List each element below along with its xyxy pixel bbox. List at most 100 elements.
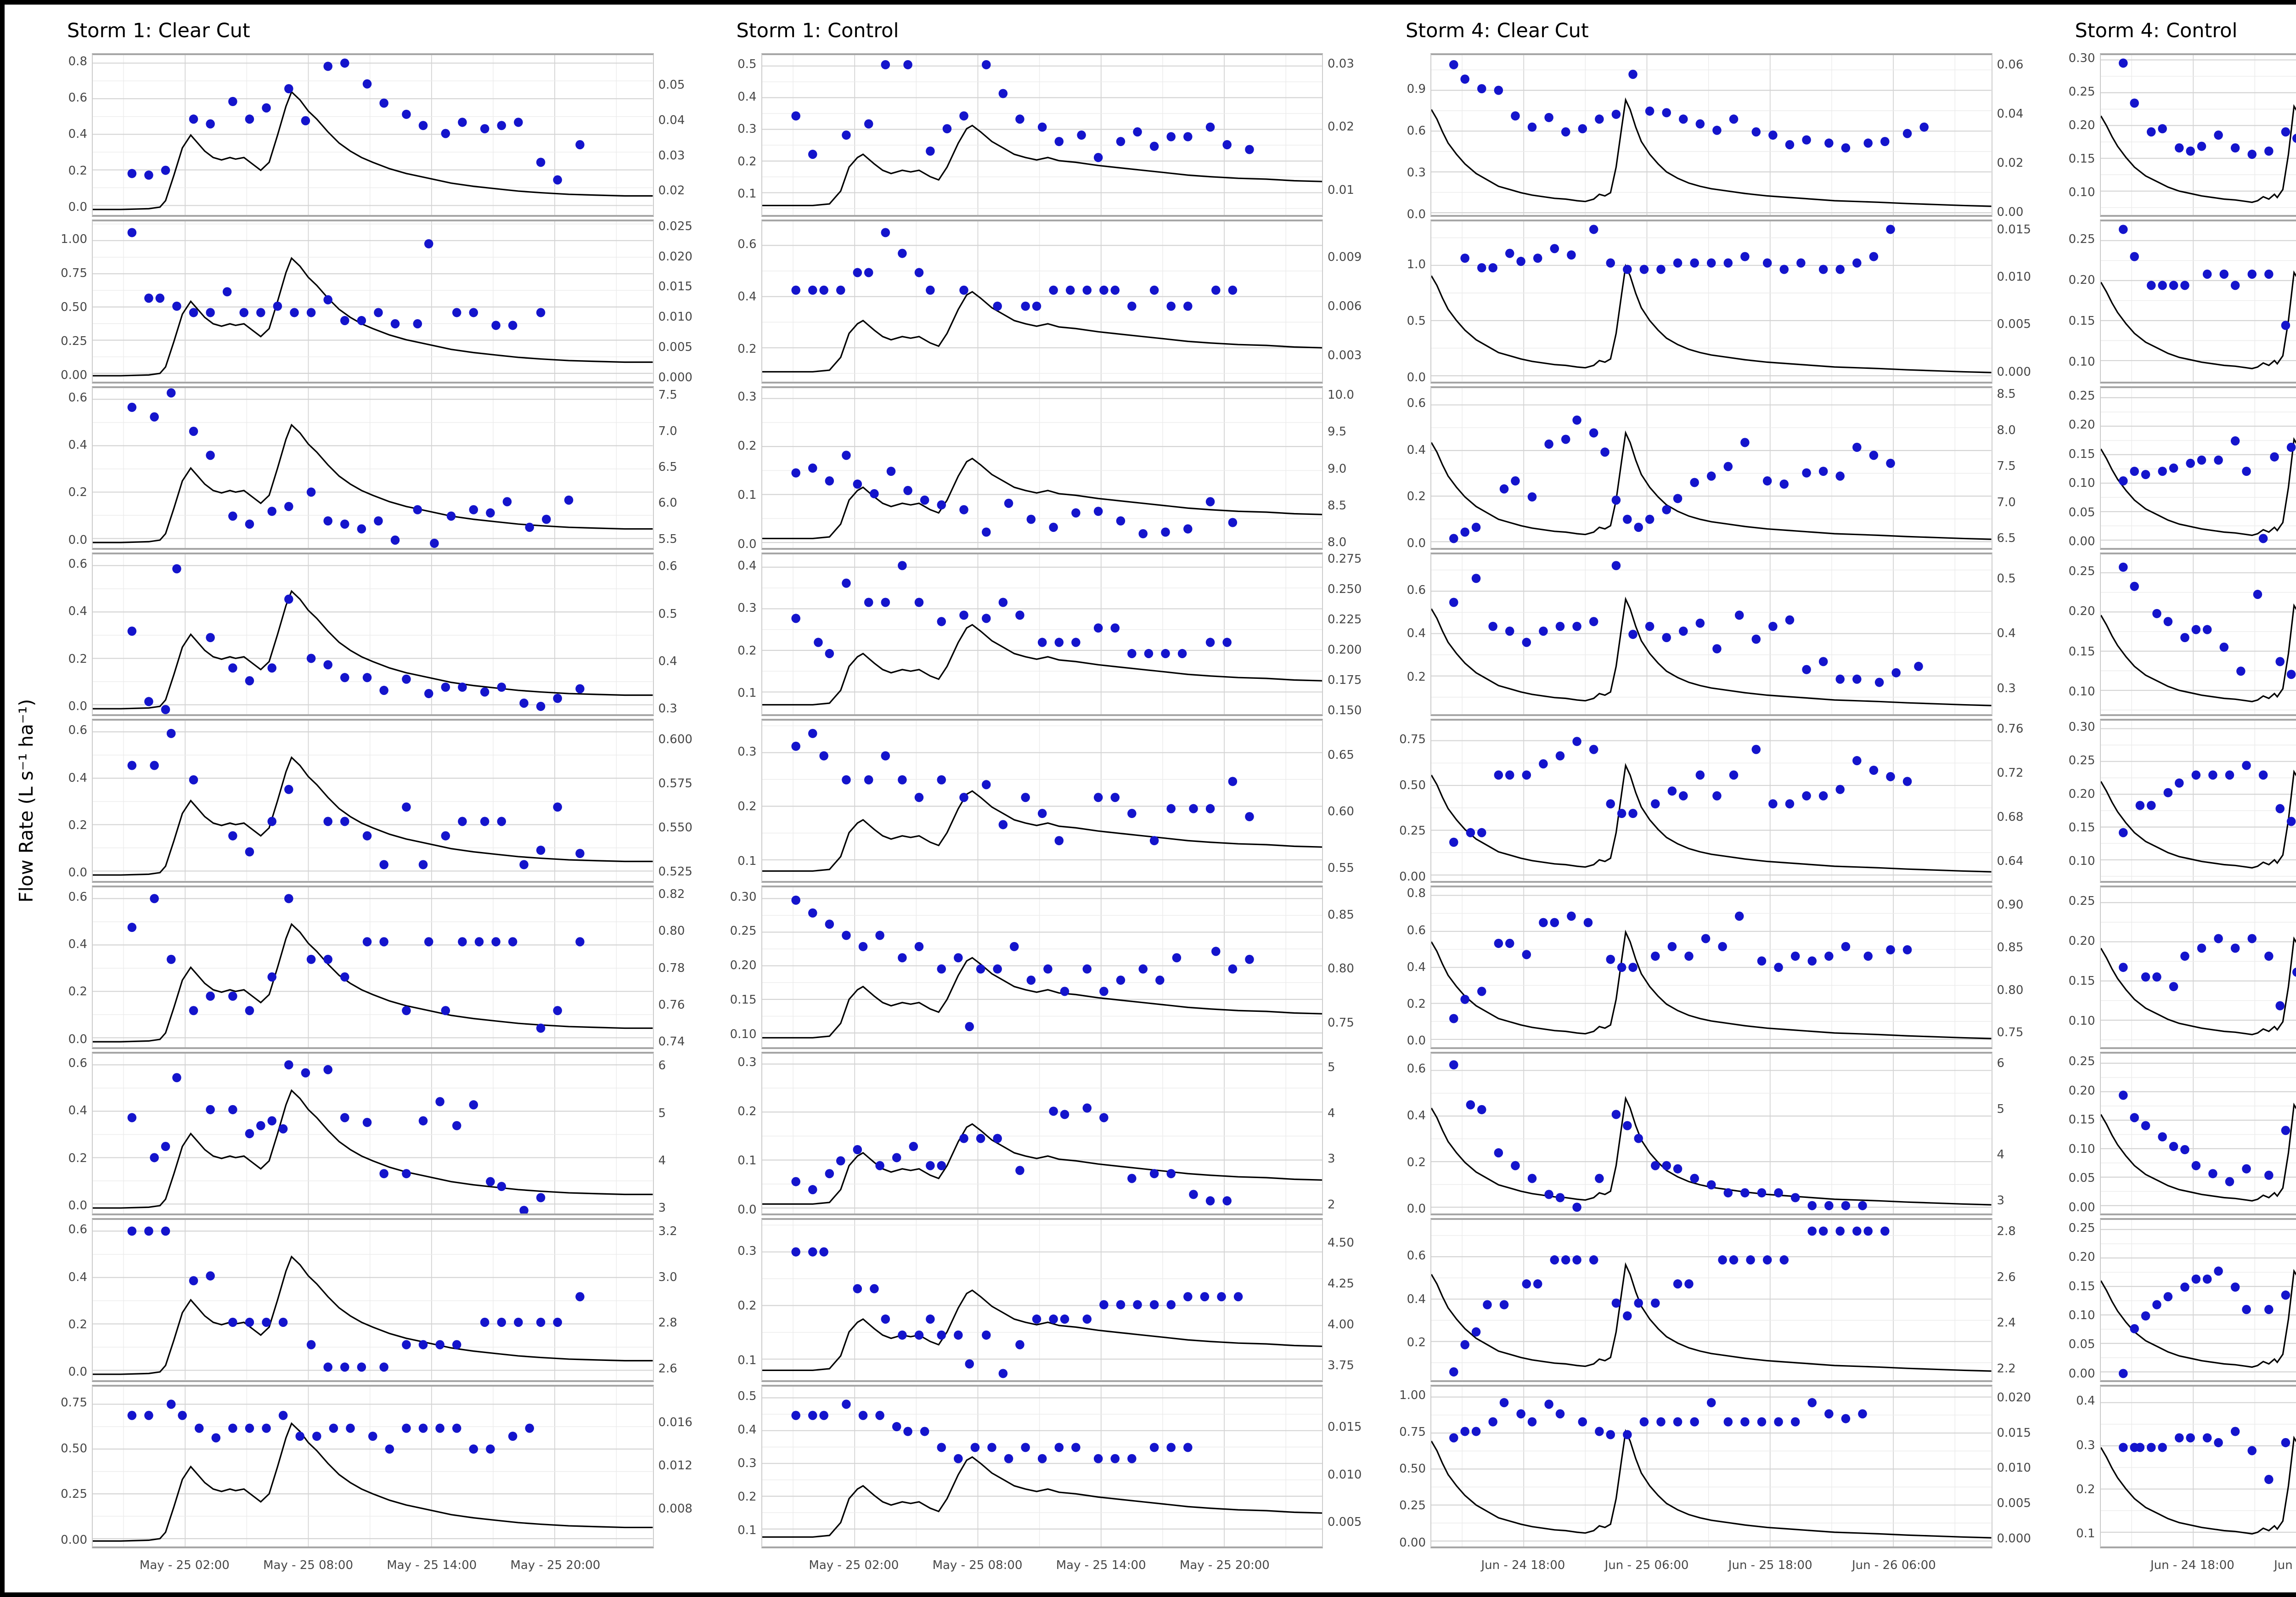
plot-canvas [762, 1054, 1322, 1213]
concentration-dot [2152, 1300, 2161, 1309]
concentration-dot [284, 84, 293, 94]
concentration-dot [1807, 1201, 1817, 1210]
left-tick-label: 0.10 [2068, 355, 2095, 369]
left-tick-label: 0.10 [2068, 1142, 2095, 1156]
panel-cell-r7-c3: 0.0 0.2 0.4 0.6 3 4 5 6 [1382, 1052, 2049, 1216]
concentration-dot [1595, 1427, 1604, 1436]
left-axis-ticks: 0.0 0.2 0.4 0.6 [43, 719, 92, 882]
concentration-dot [1852, 1226, 1862, 1236]
right-tick-label: 0.020 [1997, 1391, 2031, 1405]
concentration-dot [1611, 1298, 1621, 1308]
left-tick-label: 0.2 [1407, 1155, 1426, 1169]
concentration-dot [897, 1331, 907, 1340]
concentration-dot [808, 463, 817, 473]
concentration-dot [1555, 751, 1565, 761]
concentration-dot [841, 1399, 851, 1409]
concentration-dot [245, 1005, 254, 1015]
right-axis-ticks: 3.75 4.00 4.25 4.50 [1323, 1218, 1380, 1382]
concentration-dot [1651, 799, 1660, 809]
concentration-dot [469, 1100, 478, 1110]
left-tick-label: 0.2 [737, 1490, 757, 1504]
concentration-dot [1628, 809, 1638, 818]
concentration-dot [2146, 1442, 2156, 1452]
left-tick-label: 0.4 [68, 438, 87, 452]
concentration-dot [1835, 471, 1845, 481]
concentration-dot [1449, 598, 1458, 607]
concentration-dot [1093, 623, 1103, 633]
concentration-dot [2129, 98, 2139, 108]
concentration-dot [2275, 804, 2285, 813]
concentration-dot [1228, 518, 1237, 527]
concentration-dot [2247, 1445, 2257, 1456]
concentration-dot [1802, 665, 1811, 674]
concentration-dot [808, 908, 817, 918]
concentration-dot [486, 1444, 495, 1454]
concentration-dot [172, 301, 181, 311]
right-tick-label: 0.025 [658, 219, 692, 233]
column-title-3: Storm 4: Clear Cut [1406, 19, 1589, 42]
concentration-dot [1818, 265, 1828, 274]
concentration-dot [2225, 770, 2234, 780]
flow-line [1431, 433, 1992, 539]
concentration-dot [2230, 281, 2240, 290]
right-tick-label: 0.015 [658, 280, 692, 294]
concentration-dot [1037, 122, 1047, 132]
right-tick-label: 0.600 [658, 732, 692, 746]
concentration-dot [2174, 1433, 2183, 1443]
left-tick-label: 0.2 [68, 652, 87, 666]
concentration-dot [536, 701, 546, 711]
concentration-dot [1060, 987, 1069, 996]
concentration-dot [1645, 106, 1654, 116]
concentration-dot [1205, 804, 1215, 813]
concentration-dot [362, 937, 372, 947]
left-tick-label: 0.4 [68, 604, 87, 619]
concentration-dot [1589, 1255, 1598, 1265]
left-tick-label: 0.2 [68, 485, 87, 500]
left-tick-label: 0.3 [1407, 166, 1426, 180]
right-tick-label: 0.68 [1997, 810, 2024, 824]
right-tick-label: 0.55 [1328, 861, 1354, 875]
panel-cell-r6-c4: 0.100.150.200.250.800.850.900.95 [2051, 885, 2296, 1049]
concentration-dot [808, 1411, 817, 1420]
concentration-dot [1667, 942, 1677, 951]
left-tick-label: 0.2 [68, 164, 87, 178]
concentration-dot [1841, 1201, 1851, 1210]
left-tick-label: 0.6 [68, 91, 87, 105]
concentration-dot [1645, 621, 1654, 631]
concentration-dot [858, 1411, 867, 1420]
concentration-dot [920, 1427, 929, 1436]
concentration-dot [2129, 1113, 2139, 1123]
concentration-dot [1841, 1414, 1851, 1423]
concentration-dot [306, 1340, 316, 1350]
concentration-dot [2275, 657, 2285, 666]
flow-line [93, 757, 653, 875]
left-axis-ticks: 0.00 0.25 0.50 0.75 [43, 1385, 92, 1548]
concentration-dot [222, 287, 232, 297]
concentration-dot [1544, 439, 1553, 449]
right-tick-label: 0.4 [1997, 626, 2016, 641]
right-axis-ticks: 0.74 0.76 0.78 0.80 0.82 [654, 886, 711, 1049]
concentration-dot [1460, 994, 1469, 1004]
left-tick-label: 0.0 [68, 533, 87, 547]
plot-canvas [93, 221, 653, 381]
left-tick-label: 1.00 [61, 232, 87, 247]
concentration-dot [301, 1068, 310, 1078]
concentration-dot [469, 1444, 478, 1454]
concentration-dot [1555, 1193, 1565, 1202]
left-axis-ticks: 0.1 0.2 0.3 [713, 1218, 761, 1382]
concentration-dot [228, 1318, 237, 1327]
concentration-dot [808, 1247, 817, 1257]
concentration-dot [1522, 949, 1531, 959]
panel-cell-r6-c2: 0.10 0.15 0.20 0.25 0.30 0.75 0.80 0.85 [713, 885, 1380, 1049]
right-tick-label: 6.0 [658, 496, 677, 510]
concentration-dot [2135, 801, 2144, 810]
concentration-dot [1065, 286, 1075, 295]
concentration-dot [1835, 674, 1845, 684]
concentration-dot [1662, 108, 1671, 118]
flow-line [762, 1124, 1322, 1204]
concentration-dot [2230, 436, 2240, 446]
left-tick-label: 0.75 [61, 1395, 87, 1410]
concentration-dot [2157, 1442, 2167, 1452]
concentration-dot [1233, 1292, 1243, 1302]
concentration-dot [1054, 836, 1064, 846]
